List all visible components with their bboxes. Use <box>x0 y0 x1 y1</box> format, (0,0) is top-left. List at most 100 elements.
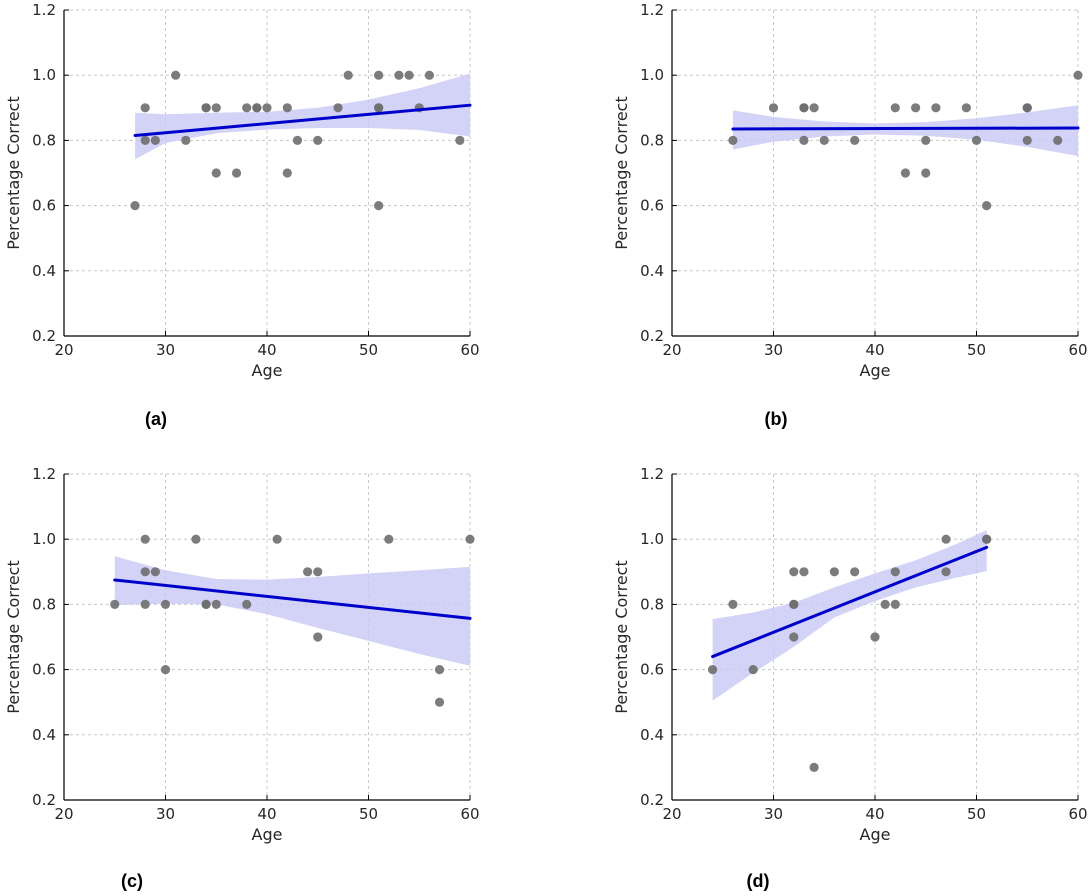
data-point <box>455 135 465 145</box>
data-point <box>140 567 150 577</box>
x-tick-label: 60 <box>460 805 479 823</box>
regression-line <box>133 103 472 138</box>
data-point <box>374 70 384 80</box>
data-point <box>313 135 323 145</box>
plot-area: 20 30 40 50 60 0.2 0.4 0.6 0.8 1.0 1.2 Age Percentag… <box>4 1 480 380</box>
data-point <box>789 567 799 577</box>
y-tick-label: 1.0 <box>32 530 56 548</box>
x-tick-label: 40 <box>257 341 276 359</box>
y-tick-label: 0.8 <box>32 131 56 149</box>
x-tick-label: 40 <box>257 805 276 823</box>
y-axis-label: Percentage Correct <box>4 96 23 250</box>
y-tick-label: 1.2 <box>32 1 56 19</box>
x-axis-label: Age <box>252 361 283 380</box>
data-point <box>313 632 323 642</box>
data-point <box>394 70 404 80</box>
data-point <box>911 103 921 113</box>
data-point <box>890 567 900 577</box>
x-tick-label: 20 <box>54 341 73 359</box>
data-point <box>789 632 799 642</box>
data-point <box>242 599 252 610</box>
data-point <box>292 135 303 145</box>
data-point <box>374 201 384 211</box>
data-point <box>1073 70 1083 80</box>
y-tick-label: 0.4 <box>640 726 664 744</box>
confidence-band <box>732 105 1078 156</box>
data-point <box>242 103 252 113</box>
data-point <box>252 103 262 113</box>
data-point <box>971 135 982 145</box>
data-point <box>272 534 282 544</box>
data-point <box>191 534 201 544</box>
x-axis-label: Age <box>860 361 891 380</box>
regression-line <box>731 126 1080 131</box>
data-point <box>890 103 900 113</box>
data-point <box>768 103 779 113</box>
data-point <box>211 103 221 113</box>
y-axis-label: Percentage Correct <box>612 96 631 250</box>
data-point <box>140 103 150 113</box>
data-point <box>829 567 840 577</box>
data-point <box>374 103 384 113</box>
y-tick-label: 0.4 <box>32 726 56 744</box>
data-point <box>150 135 160 145</box>
panel-label: (d) <box>747 871 770 891</box>
data-point <box>110 599 120 610</box>
y-axis-label: Percentage Correct <box>612 560 631 714</box>
data-point <box>850 567 860 577</box>
x-tick-label: 60 <box>460 341 479 359</box>
confidence-band <box>135 73 470 160</box>
y-tick-label: 0.8 <box>640 131 664 149</box>
data-point <box>434 697 445 707</box>
data-point <box>799 135 809 145</box>
data-point <box>890 599 900 610</box>
panel-label: (c) <box>121 871 143 891</box>
y-tick-label: 1.0 <box>640 530 664 548</box>
y-tick-label: 1.2 <box>32 465 56 483</box>
data-point <box>728 599 738 610</box>
data-point <box>465 534 475 544</box>
x-tick-label: 50 <box>359 341 378 359</box>
x-axis-label: Age <box>860 825 891 844</box>
data-point <box>941 534 951 544</box>
panel-label: (a) <box>145 409 167 429</box>
plot-area: 20 30 40 50 60 0.2 0.4 0.6 0.8 1.0 1.2 Age Percentag… <box>612 1 1088 380</box>
x-tick-label: 30 <box>156 341 175 359</box>
x-tick-label: 40 <box>865 805 884 823</box>
y-tick-label: 1.2 <box>640 1 664 19</box>
y-tick-label: 0.2 <box>32 327 56 345</box>
data-point <box>799 567 809 577</box>
x-tick-label: 30 <box>156 805 175 823</box>
y-tick-label: 0.4 <box>32 262 56 280</box>
data-point <box>748 665 758 675</box>
y-tick-label: 0.6 <box>32 197 56 215</box>
data-point <box>130 201 140 211</box>
data-point <box>941 567 951 577</box>
data-point <box>789 599 799 610</box>
data-point <box>333 103 343 113</box>
x-tick-label: 50 <box>967 805 986 823</box>
data-point <box>921 135 931 145</box>
x-tick-label: 30 <box>764 341 783 359</box>
data-point <box>1022 135 1032 145</box>
data-point <box>900 168 911 178</box>
data-point <box>160 599 171 610</box>
data-point <box>140 599 150 610</box>
data-point <box>870 632 880 642</box>
x-tick-label: 60 <box>1068 805 1087 823</box>
y-tick-label: 0.2 <box>640 327 664 345</box>
y-tick-label: 0.6 <box>640 661 664 679</box>
data-point <box>282 103 292 113</box>
x-tick-label: 20 <box>662 341 681 359</box>
data-point <box>921 168 931 178</box>
data-point <box>313 567 323 577</box>
y-tick-label: 0.6 <box>640 197 664 215</box>
plot-area: 20 30 40 50 60 0.2 0.4 0.6 0.8 1.0 1.2 Age Percentag… <box>4 465 480 844</box>
data-point <box>728 135 738 145</box>
y-tick-label: 0.6 <box>32 661 56 679</box>
data-point <box>809 762 819 773</box>
data-point <box>982 201 992 211</box>
panel-a: 20 30 40 50 60 0.2 0.4 0.6 0.8 1.0 1.2 Age Percentag… <box>4 1 480 429</box>
confidence-band <box>114 556 471 666</box>
data-point <box>850 135 860 145</box>
